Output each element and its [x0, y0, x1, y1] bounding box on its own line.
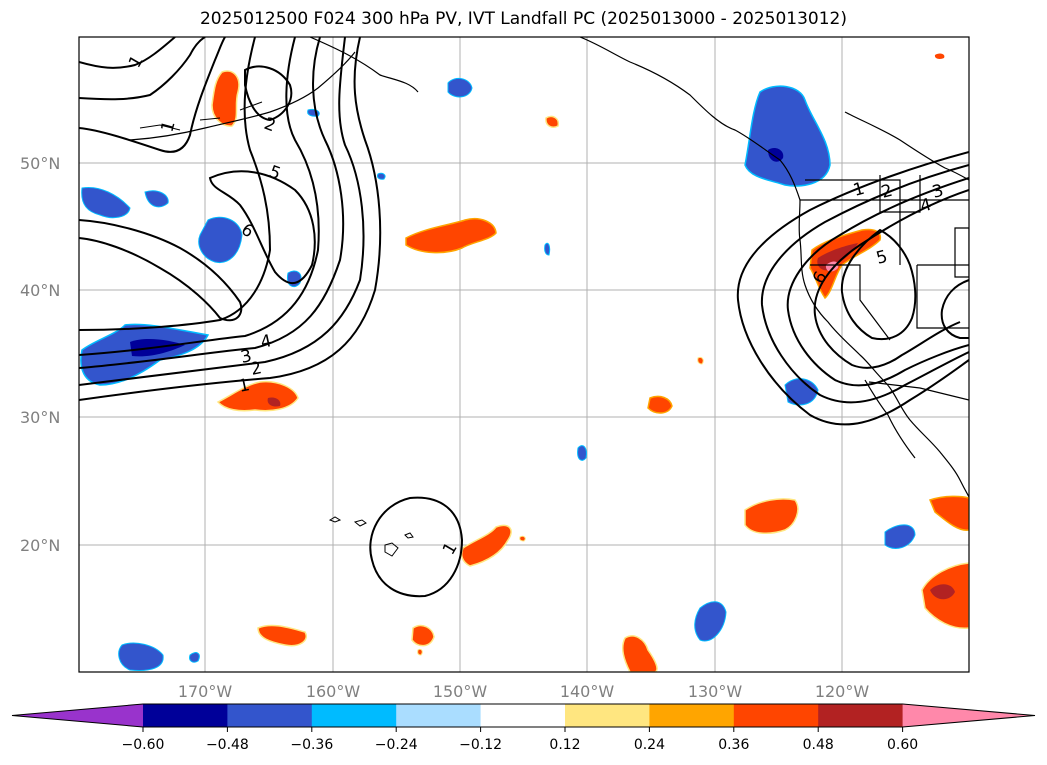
colorbar-segment	[227, 704, 313, 727]
lon-label: 140°W	[560, 682, 615, 701]
longitude-labels: 170°W 160°W 150°W 140°W 130°W 120°W	[178, 682, 870, 701]
contour-label: 1	[158, 119, 180, 135]
positive-pv-patches	[211, 53, 969, 672]
colorbar-tick-label: −0.12	[459, 737, 502, 753]
coastlines	[129, 37, 969, 498]
latitude-labels: 50°N 40°N 30°N 20°N	[20, 154, 60, 555]
colorbar-tick-label: −0.60	[122, 737, 165, 753]
contour-label: 1	[851, 179, 867, 201]
contour-label: 1	[237, 375, 252, 397]
colorbar-tick-label: 0.24	[634, 737, 665, 753]
colorbar-tick-label: −0.36	[290, 737, 333, 753]
contour-label: 3	[239, 346, 254, 368]
colorbar: −0.60 −0.48 −0.36 −0.24 −0.12 0.12 0.24 0.36 0.4…	[11, 703, 1036, 753]
colorbar-tick-label: 0.60	[887, 737, 918, 753]
contour-label: 2	[879, 181, 895, 203]
map-frame	[78, 36, 970, 673]
negative-pv-patches	[80, 77, 916, 671]
contour-label: 4	[918, 195, 934, 217]
colorbar-segment	[311, 704, 397, 727]
colorbar-segment	[733, 704, 819, 727]
lon-label: 130°W	[688, 682, 743, 701]
colorbar-segment	[818, 704, 904, 727]
lat-label: 50°N	[20, 154, 60, 173]
colorbar-segment	[649, 704, 735, 727]
colorbar-extend-low	[12, 704, 143, 727]
colorbar-tick-label: 0.48	[803, 737, 834, 753]
lon-label: 150°W	[433, 682, 488, 701]
colorbar-segment	[480, 704, 566, 727]
colorbar-tick-label: 0.36	[718, 737, 749, 753]
map-title: 2025012500 F024 300 hPa PV, IVT Landfall…	[199, 9, 847, 29]
colorbar-segment	[396, 704, 482, 727]
colorbar-extend-high	[902, 704, 1035, 727]
lat-label: 30°N	[20, 408, 60, 427]
colorbar-tick-label: −0.48	[206, 737, 249, 753]
contour-label: 5	[874, 247, 890, 269]
contour-label: 4	[259, 331, 274, 353]
lon-label: 160°W	[306, 682, 361, 701]
colorbar-tick-label: −0.24	[375, 737, 418, 753]
contour-label: 3	[930, 181, 946, 203]
lat-label: 20°N	[20, 536, 60, 555]
lat-label: 40°N	[20, 281, 60, 300]
colorbar-segment	[143, 704, 228, 727]
lon-label: 120°W	[815, 682, 870, 701]
lon-label: 170°W	[178, 682, 233, 701]
contour-label: 2	[249, 358, 264, 380]
map-area	[79, 37, 969, 672]
colorbar-tick-label: 0.12	[549, 737, 580, 753]
pv-contours	[79, 37, 969, 598]
colorbar-segment	[565, 704, 650, 727]
